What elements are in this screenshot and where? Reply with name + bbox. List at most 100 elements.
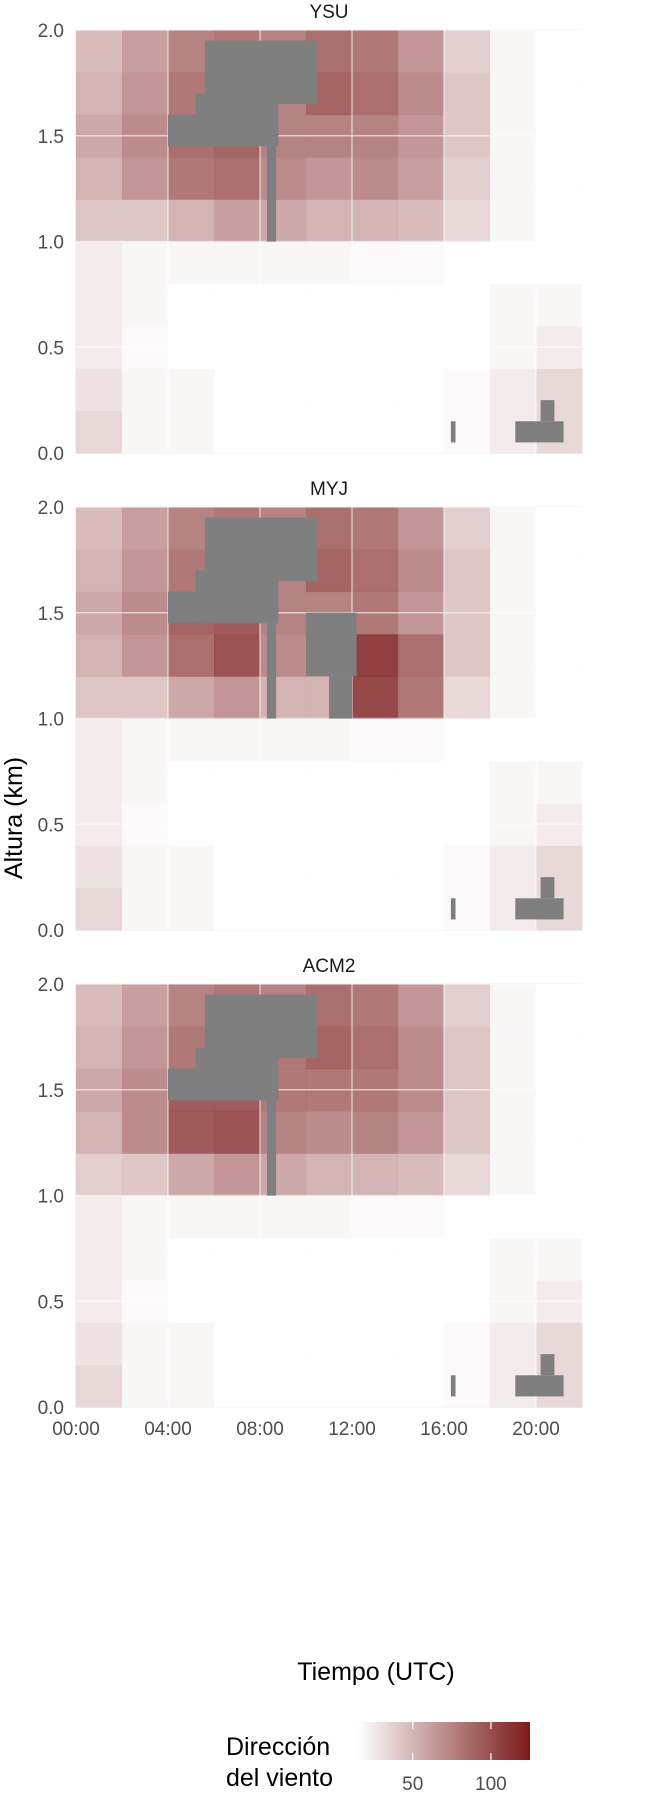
heatmap-cell [76,1153,123,1196]
heatmap-cell [582,507,583,550]
heatmap-cell [490,1026,537,1070]
heatmap-cell [214,283,261,327]
missing-data-cell [168,1068,210,1101]
heatmap-cell [306,241,353,285]
panels-group: YSU0.00.51.01.52.0MYJ0.00.51.01.52.0ACM2… [38,2,583,1440]
heatmap-cell [306,1110,353,1154]
heatmap-cell [76,241,123,285]
heatmap-cell [122,199,169,242]
heatmap-cell [260,718,307,762]
heatmap-cell [352,1195,399,1239]
heatmap-cell [122,984,169,1027]
heatmap-cell [260,368,307,412]
legend-tick-label: 100 [475,1774,507,1795]
heatmap-cell [582,1153,583,1196]
heatmap-cell [260,845,307,889]
heatmap-cell [536,241,583,285]
heatmap-cell [122,507,169,550]
heatmap-cell [398,633,445,677]
heatmap-cell [214,1153,261,1196]
heatmap-cell [306,845,353,889]
heatmap-cell [122,410,169,454]
heatmap-cell [582,1068,583,1112]
heatmap-cell [444,1153,491,1196]
heatmap-cell [352,549,399,593]
heatmap-cell [122,1110,169,1154]
heatmap-cell [536,760,583,804]
heatmap-cell [260,760,307,804]
heatmap-cell [214,1322,261,1366]
heatmap-cell [214,718,261,762]
heatmap-cell [398,1364,445,1408]
heatmap-cell [260,410,307,454]
heatmap-cell [398,984,445,1027]
heatmap-cell [122,156,169,200]
heatmap-cell [214,676,261,719]
heatmap-cell [398,30,445,73]
heatmap-cell [536,984,583,1027]
heatmap-cell [490,549,537,593]
heatmap-cell [76,72,123,116]
y-tick-label: 0.5 [38,1292,64,1313]
heatmap-cell [536,1195,583,1239]
heatmap-cell [76,410,123,454]
heatmap-cell [352,887,399,931]
heatmap-cell [490,633,537,677]
heatmap-cell [582,368,583,412]
heatmap-cell [398,72,445,116]
heatmap-cell [582,676,583,719]
heatmap-cell [122,1026,169,1070]
heatmap-cell [168,887,215,931]
heatmap-cell [122,1153,169,1196]
heatmap-cell [122,30,169,73]
heatmap-cell [582,633,583,677]
heatmap-cell [168,368,215,412]
heatmap-cell [536,156,583,200]
heatmap-cell [536,30,583,73]
missing-data-cell [515,898,564,920]
y-tick-label: 1.5 [38,604,64,625]
heatmap-cell [352,72,399,116]
y-tick-label: 0.0 [38,444,64,465]
heatmap-cell [582,549,583,593]
heatmap-cell [352,199,399,242]
heatmap-cell [582,326,583,369]
heatmap-cell [352,283,399,327]
heatmap-cell [582,1237,583,1281]
legend-title-line1: Dirección [226,1733,330,1761]
heatmap-cell [260,1364,307,1408]
heatmap-cell [536,549,583,593]
heatmap-cell [444,368,491,412]
heatmap-cell [306,199,353,242]
heatmap-cell [398,156,445,200]
heatmap-cell [214,1110,261,1154]
panel-myj: MYJ 0.0 0.5 1.0 1.5 2.0 [38,479,583,942]
heatmap-cell [582,803,583,846]
legend-ticks: 50 100 [402,1722,507,1795]
heatmap-cell [122,1237,169,1281]
heatmap-cell [582,1110,583,1154]
heatmap-cell [582,410,583,454]
heatmap-cell [122,1195,169,1239]
heatmap-cell [444,30,491,73]
heatmap-cell [582,1364,583,1408]
heatmap-cell [352,845,399,889]
heatmap-cell [444,718,491,762]
heatmap-cell [582,199,583,242]
missing-data-cell [515,1375,564,1397]
y-tick-label: 1.0 [38,710,64,731]
heatmap-cell [168,156,215,200]
heatmap-cell [352,410,399,454]
heatmap-cell [168,760,215,804]
heatmap-cell [260,887,307,931]
heatmap-cell [444,1237,491,1281]
heatmap-cell [306,1322,353,1366]
heatmap-cell [168,1322,215,1366]
heatmap-cell [122,1322,169,1366]
heatmap-cell [352,676,399,719]
heatmap-cell [536,718,583,762]
heatmap-cell [260,1322,307,1366]
heatmap-cell [536,1237,583,1281]
heatmap-cell [352,1153,399,1196]
heatmap-cell [398,1026,445,1070]
